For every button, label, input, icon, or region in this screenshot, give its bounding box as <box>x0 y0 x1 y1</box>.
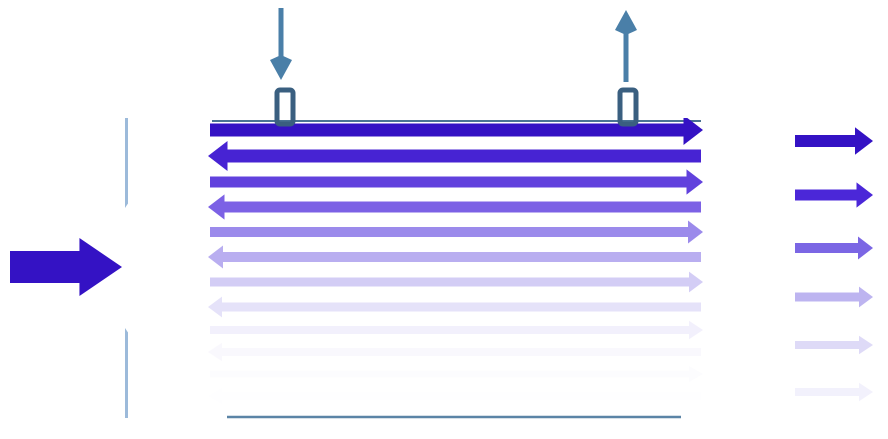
port-group <box>270 8 639 127</box>
flow-arrow-7 <box>210 271 703 293</box>
inner-vessel-body <box>125 118 777 418</box>
flow-arrow-8 <box>208 296 701 318</box>
legend-arrow-4 <box>795 286 873 308</box>
velocity-magnitude-legend <box>795 127 873 402</box>
flow-arrow-5 <box>210 220 703 244</box>
flow-arrow-2 <box>208 141 701 171</box>
flow-arrow-12 <box>208 387 701 405</box>
main-inlet-arrow-group <box>10 238 122 296</box>
inner-vessel-straight-section <box>128 118 777 418</box>
flow-arrow-11 <box>210 365 703 383</box>
legend-arrow-3 <box>795 236 873 260</box>
flow-arrow-9 <box>210 320 703 340</box>
outlet-port-top-right-arrowhead <box>615 10 637 35</box>
velocity-profile-arrow-group <box>208 118 703 405</box>
flow-arrow-4 <box>208 194 701 220</box>
legend-arrow-2 <box>795 182 873 208</box>
legend-arrow-1 <box>795 127 873 155</box>
flow-arrow-1 <box>210 118 703 145</box>
inlet-port-top-left-valve-body[interactable] <box>274 87 296 127</box>
flow-arrow-6 <box>208 245 701 269</box>
inlet-port-top-left-arrowhead <box>270 55 292 80</box>
flow-arrow-3 <box>210 169 703 195</box>
legend-arrow-6 <box>795 382 873 402</box>
main-inlet-arrow <box>10 238 122 296</box>
legend-arrow-5 <box>795 335 873 355</box>
outlet-port-top-right-valve-body[interactable] <box>617 87 639 127</box>
flow-arrow-10 <box>208 342 701 362</box>
